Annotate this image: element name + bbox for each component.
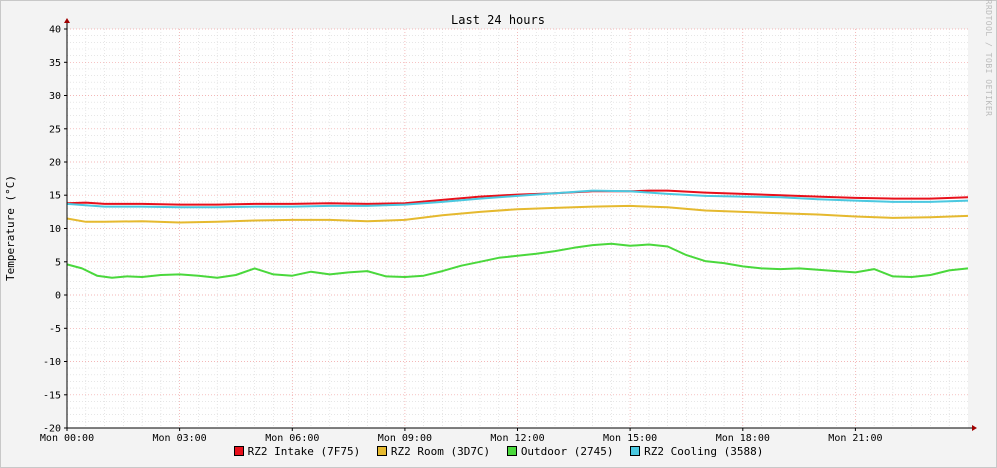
legend-label-room: RZ2 Room (3D7C) [390, 445, 491, 458]
legend-item-intake: RZ2 Intake (7F75) [233, 445, 361, 458]
x-tick-label: Mon 06:00 [265, 433, 319, 444]
temperature-chart: Last 24 hours Temperature (°C) RRDTOOL /… [4, 0, 993, 444]
x-axis-arrow [972, 425, 977, 431]
y-tick-label: 20 [49, 158, 61, 169]
y-tick-label: 10 [49, 224, 61, 235]
legend-swatch-outdoor [506, 446, 517, 456]
axes-layer [64, 18, 977, 431]
y-tick-label: 15 [49, 191, 61, 202]
y-tick-label: 30 [49, 91, 61, 102]
y-tick-label: -10 [43, 357, 61, 368]
x-tick-label: Mon 21:00 [828, 433, 882, 444]
legend-swatch-cooling [630, 446, 641, 456]
series-line-2 [66, 204, 969, 224]
legend-swatch-room [376, 446, 387, 456]
x-tick-label: Mon 18:00 [716, 433, 770, 444]
y-tick-label: -20 [43, 424, 61, 435]
legend-item-room: RZ2 Room (3D7C) [376, 445, 491, 458]
y-tick-label: -5 [49, 324, 61, 335]
x-tick-label: Mon 12:00 [490, 433, 544, 444]
y-axis-label: Temperature (°C) [4, 175, 17, 281]
legend-item-outdoor: Outdoor (2745) [506, 445, 614, 458]
x-tick-label: Mon 00:00 [40, 433, 94, 444]
y-tick-label: 0 [55, 291, 61, 302]
x-tick-labels: Mon 00:00 Mon 03:00 Mon 06:00 Mon 09:00 Mon … [40, 433, 883, 444]
legend-label-outdoor: Outdoor (2745) [520, 445, 614, 458]
series-line-4 [66, 189, 969, 209]
legend-label-intake: RZ2 Intake (7F75) [247, 445, 361, 458]
series-layer [66, 189, 969, 279]
legend-swatch-intake [233, 446, 244, 456]
legend: RZ2 Intake (7F75) RZ2 Room (3D7C) Outdoo… [0, 445, 997, 458]
x-tick-label: Mon 15:00 [603, 433, 657, 444]
rrdtool-watermark: RRDTOOL / TOBI OETIKER [984, 0, 993, 116]
legend-label-cooling: RZ2 Cooling (3588) [644, 445, 764, 458]
series-line-1 [66, 189, 969, 206]
chart-title: Last 24 hours [451, 13, 545, 27]
y-tick-label: -15 [43, 390, 61, 401]
y-tick-label: 5 [55, 257, 61, 268]
grid-major [66, 28, 968, 429]
x-tick-label: Mon 03:00 [153, 433, 207, 444]
series-line-3 [66, 242, 969, 279]
y-tick-label: 35 [49, 58, 61, 69]
y-tick-label: 25 [49, 124, 61, 135]
legend-item-cooling: RZ2 Cooling (3588) [630, 445, 763, 458]
y-tick-labels: 40 35 30 25 20 15 10 5 0 -5 -10 -15 -20 [43, 25, 61, 435]
x-tick-label: Mon 09:00 [378, 433, 432, 444]
y-tick-label: 40 [49, 25, 61, 36]
y-axis-arrow [64, 18, 70, 23]
